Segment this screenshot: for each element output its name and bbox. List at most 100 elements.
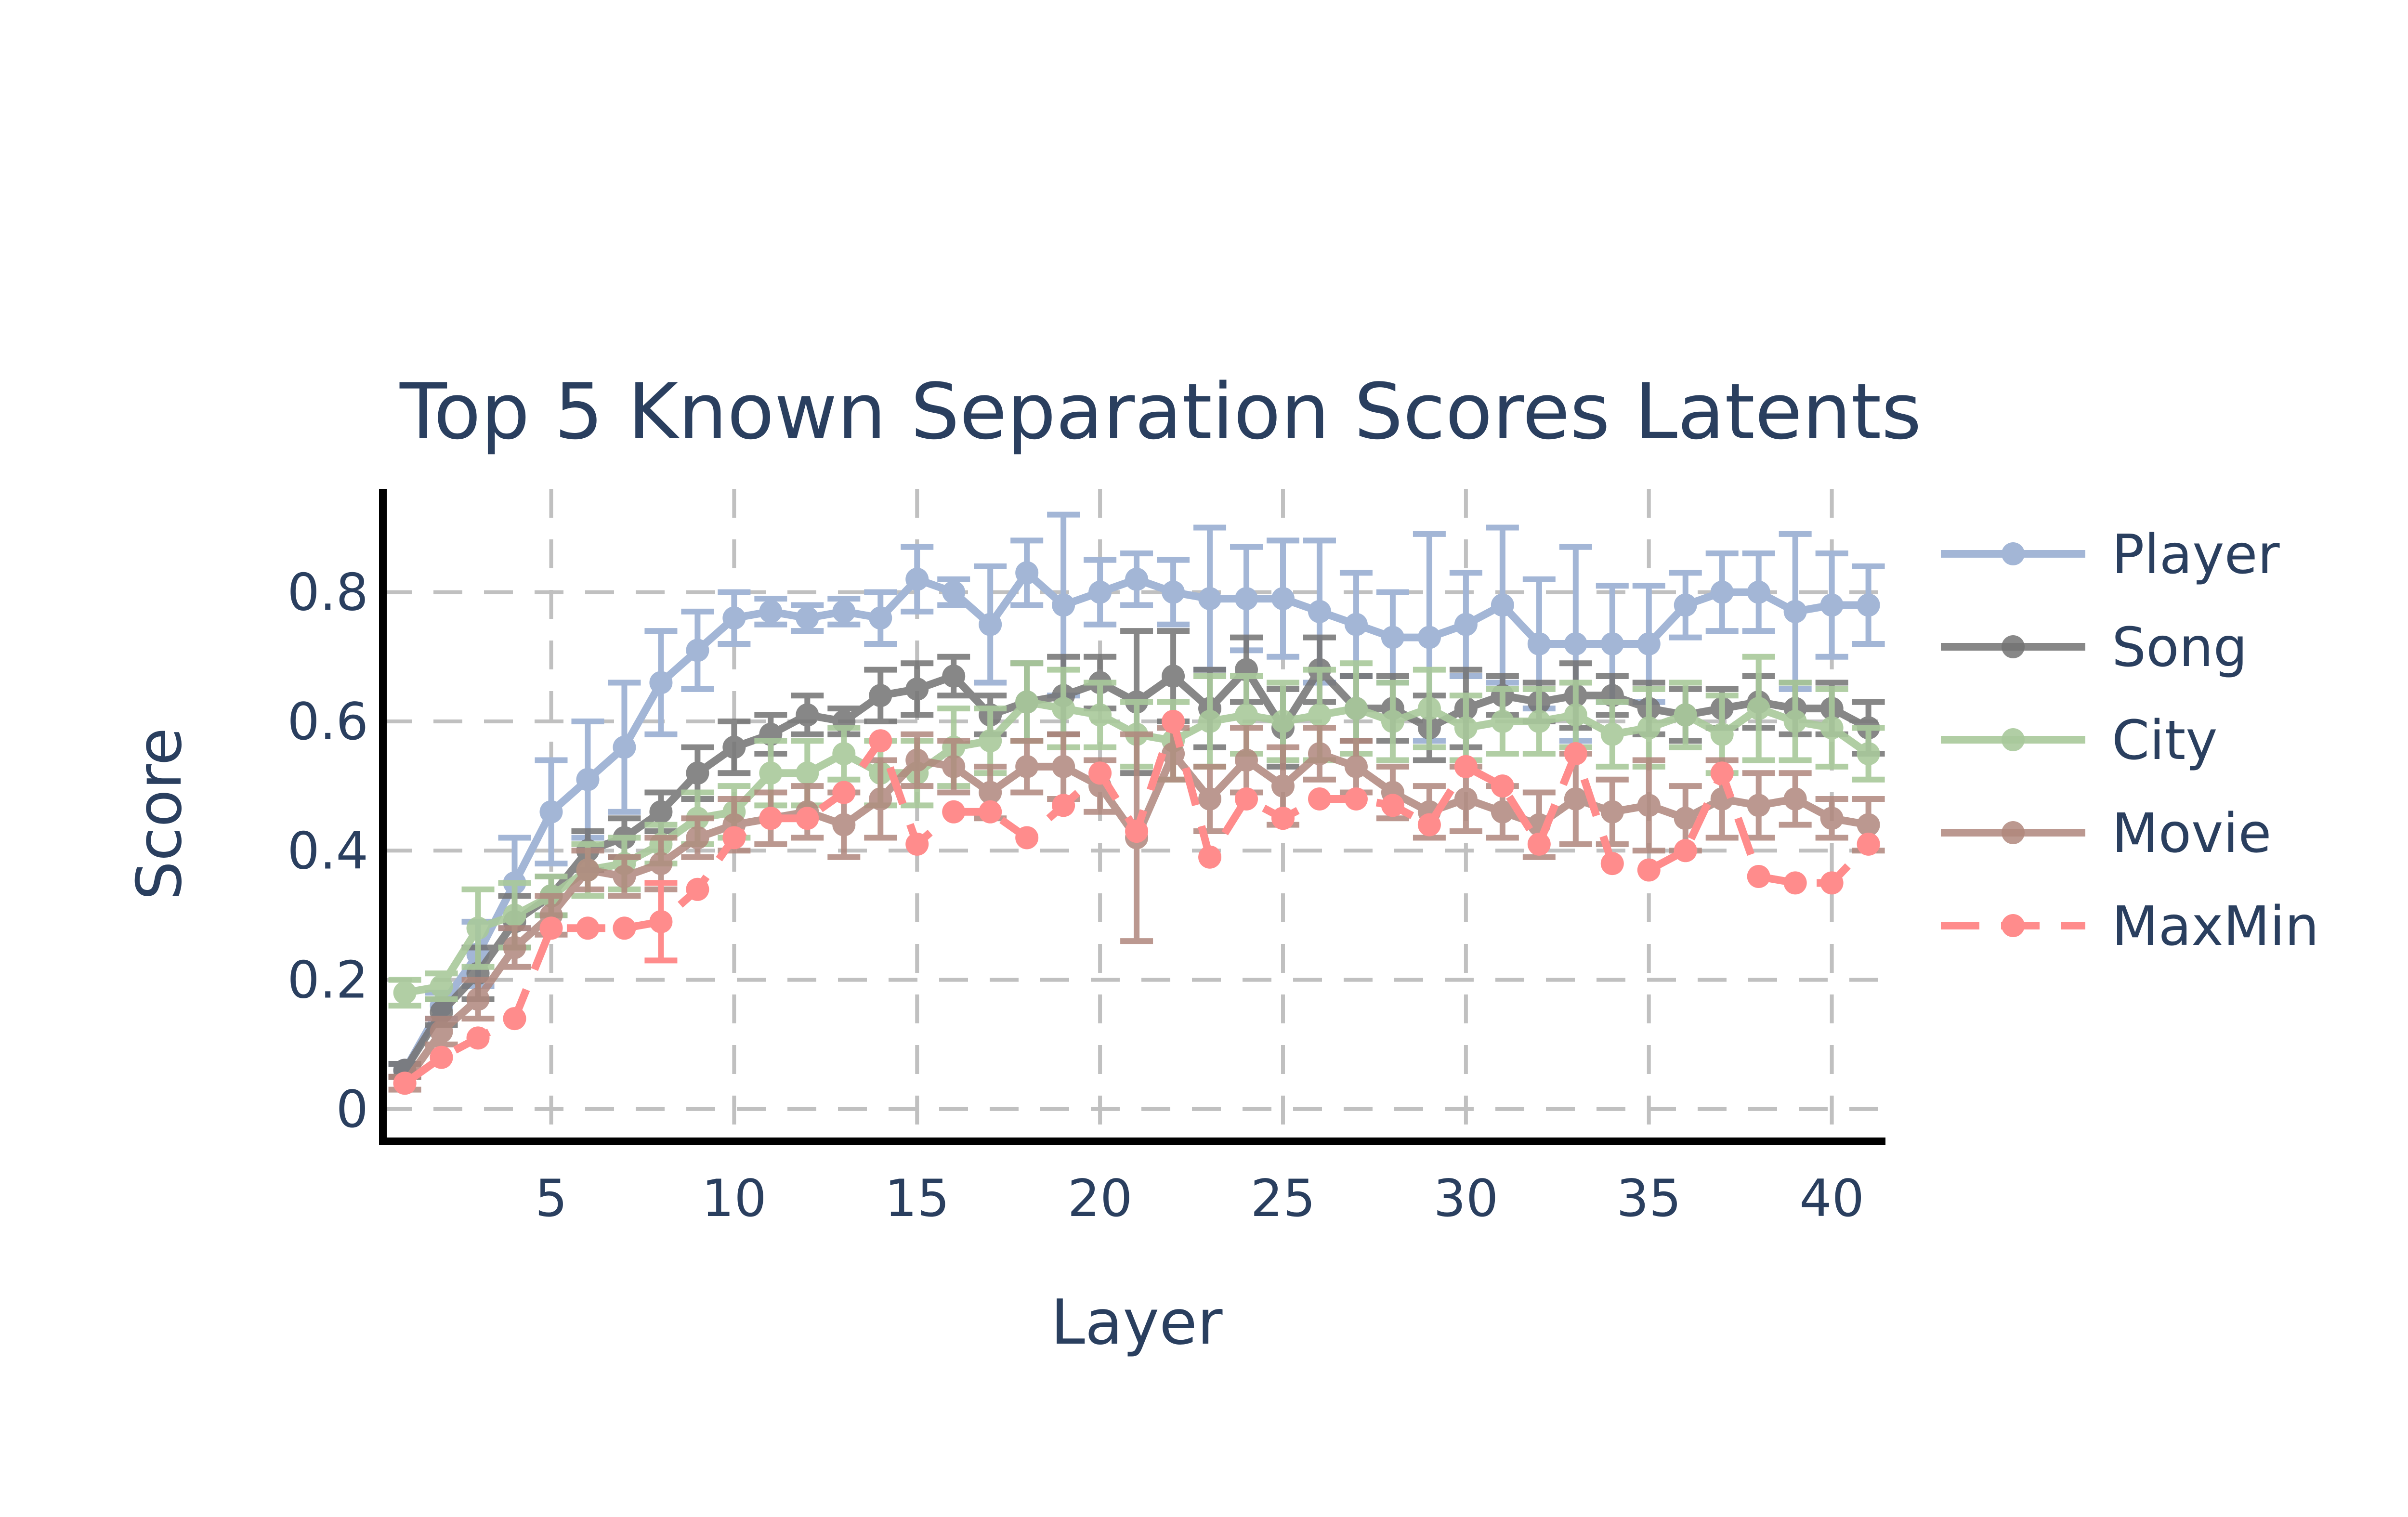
legend-item-movie: Movie xyxy=(1941,802,2271,865)
data-point-maxmin xyxy=(1015,826,1039,850)
axes-layer xyxy=(379,489,1885,1145)
data-point-city xyxy=(759,761,783,785)
data-point-song xyxy=(722,735,746,759)
data-point-maxmin xyxy=(1088,761,1112,785)
data-point-city xyxy=(979,729,1002,753)
data-point-city xyxy=(1783,709,1807,733)
data-point-movie xyxy=(1235,748,1258,772)
data-point-movie xyxy=(466,987,490,1011)
data-point-city xyxy=(1344,697,1368,720)
data-point-city xyxy=(1454,716,1478,740)
legend: Player Song City Movie MaxMin xyxy=(1941,523,2319,958)
data-point-maxmin xyxy=(1271,807,1295,830)
data-point-maxmin xyxy=(1527,832,1551,856)
data-point-city xyxy=(1820,716,1844,740)
data-point-maxmin xyxy=(905,832,929,856)
data-point-movie xyxy=(1491,800,1514,824)
data-point-movie xyxy=(1564,787,1587,811)
data-point-player xyxy=(1088,580,1112,604)
data-point-city xyxy=(796,761,819,785)
legend-marker xyxy=(2002,635,2025,658)
legend-item-maxmin: MaxMin xyxy=(1941,895,2319,958)
data-point-song xyxy=(905,677,929,701)
data-point-player xyxy=(613,735,636,759)
data-point-song xyxy=(686,761,709,785)
x-tick-label: 30 xyxy=(1433,1169,1498,1228)
data-point-city xyxy=(1491,709,1514,733)
x-tick-label: 40 xyxy=(1799,1169,1864,1228)
data-point-maxmin xyxy=(1235,787,1258,811)
legend-label: Song xyxy=(2112,616,2248,679)
data-point-movie xyxy=(1454,787,1478,811)
data-point-movie xyxy=(1015,755,1039,778)
data-point-player xyxy=(649,671,673,694)
data-point-maxmin xyxy=(869,729,892,753)
data-point-maxmin xyxy=(1783,871,1807,895)
data-point-maxmin xyxy=(979,800,1002,824)
data-point-player xyxy=(1527,632,1551,655)
data-point-movie xyxy=(1820,807,1844,830)
y-tick-label: 0 xyxy=(336,1080,368,1139)
data-point-movie xyxy=(1857,813,1880,837)
data-point-player xyxy=(1600,632,1624,655)
data-point-maxmin xyxy=(1820,871,1844,895)
data-point-maxmin xyxy=(832,781,856,804)
data-point-movie xyxy=(1783,787,1807,811)
data-point-player xyxy=(1125,567,1149,591)
data-point-maxmin xyxy=(649,910,673,933)
data-point-city xyxy=(1710,722,1734,746)
data-point-movie xyxy=(1600,800,1624,824)
legend-item-player: Player xyxy=(1941,523,2280,586)
data-point-maxmin xyxy=(1381,794,1404,817)
data-point-maxmin xyxy=(1747,864,1770,888)
data-point-player xyxy=(1198,587,1222,611)
data-point-maxmin xyxy=(1162,709,1185,733)
data-point-maxmin xyxy=(1308,787,1331,811)
data-point-movie xyxy=(1637,794,1661,817)
data-point-maxmin xyxy=(1674,839,1697,863)
data-point-maxmin xyxy=(503,1007,526,1031)
data-point-maxmin xyxy=(1417,813,1441,837)
data-point-player xyxy=(1857,593,1880,617)
data-point-maxmin xyxy=(1564,742,1587,766)
data-point-movie xyxy=(1308,742,1331,766)
data-point-player xyxy=(1454,613,1478,636)
data-point-player xyxy=(576,768,600,791)
data-point-player xyxy=(1674,593,1697,617)
legend-label: Movie xyxy=(2112,802,2271,865)
data-point-maxmin xyxy=(539,916,563,940)
legend-label: Player xyxy=(2112,523,2280,586)
data-point-song xyxy=(869,684,892,707)
legend-marker xyxy=(2002,542,2025,565)
data-point-movie xyxy=(1674,807,1697,830)
data-point-player xyxy=(942,580,966,604)
data-point-movie xyxy=(649,852,673,876)
data-point-player xyxy=(979,613,1002,636)
data-point-movie xyxy=(686,826,709,850)
data-point-movie xyxy=(613,864,636,888)
data-point-maxmin xyxy=(1454,755,1478,778)
data-point-song xyxy=(1162,665,1185,688)
data-point-city xyxy=(1600,722,1624,746)
data-point-maxmin xyxy=(1491,774,1514,798)
data-point-maxmin xyxy=(1052,794,1075,817)
data-point-city xyxy=(503,903,526,927)
data-point-song xyxy=(942,665,966,688)
data-point-player xyxy=(869,606,892,630)
data-point-player xyxy=(1015,561,1039,585)
y-tick-label: 0.8 xyxy=(287,563,368,622)
data-point-city xyxy=(430,975,453,998)
data-point-city xyxy=(1052,697,1075,720)
data-point-city xyxy=(1637,716,1661,740)
data-point-city xyxy=(393,981,417,1005)
data-point-city xyxy=(1198,709,1222,733)
data-point-movie xyxy=(1271,774,1295,798)
data-point-maxmin xyxy=(576,916,600,940)
data-point-player xyxy=(832,600,856,623)
data-point-player xyxy=(1637,632,1661,655)
data-point-player xyxy=(905,567,929,591)
data-point-maxmin xyxy=(466,1026,490,1050)
data-point-player xyxy=(1747,580,1770,604)
data-point-song xyxy=(796,703,819,727)
